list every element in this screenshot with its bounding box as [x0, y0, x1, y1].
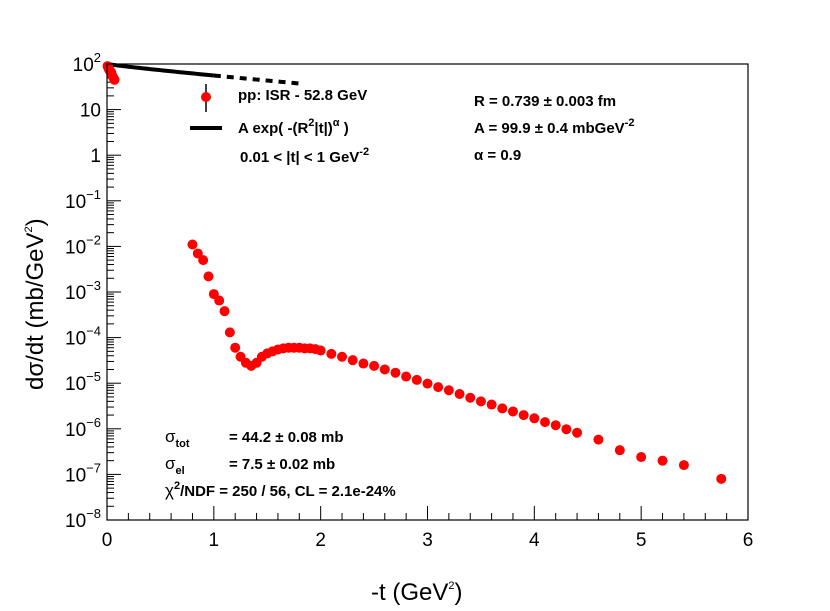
data-point [433, 382, 444, 393]
data-point [486, 399, 497, 410]
data-point [657, 455, 668, 466]
data-point [390, 367, 401, 378]
fit-parameters: R = 0.739 ± 0.003 fm A = 99.9 ± 0.4 mbGe… [474, 93, 634, 164]
data-point [475, 396, 486, 407]
data-point [497, 403, 508, 414]
cross-section-stats: σtot = 44.2 ± 0.08 mb σel = 7.5 ± 0.02 mb … [165, 427, 396, 500]
y-tick-label: 10−6 [65, 415, 101, 441]
y-tick-label: 1 [90, 146, 101, 167]
y-tick-label: 10−5 [65, 369, 101, 395]
data-point [358, 358, 369, 369]
data-point [369, 360, 380, 371]
data-point [593, 434, 604, 445]
data-point [379, 364, 390, 375]
x-tick-label: 0 [102, 530, 113, 551]
axis-tick-labels: 0 1 2 3 4 5 6 102 10 1 10−1 10−2 10−3 10−4 10−5 10−6 10−… [65, 50, 753, 551]
data-point [678, 460, 689, 471]
y-tick-label: 10−7 [65, 460, 101, 486]
data-points-layer [102, 61, 727, 484]
y-tick-label: 10−4 [65, 324, 101, 350]
y-tick-label: 10−8 [65, 506, 101, 532]
data-point [224, 327, 235, 338]
data-point [198, 255, 209, 266]
legend: pp: ISR - 52.8 GeV A exp( -(R2|t|)α ) 0.… [190, 84, 369, 166]
data-point [230, 342, 241, 353]
data-point [337, 351, 348, 362]
y-axis-title: dσ/dt (mb/GeV2) [22, 218, 49, 390]
data-point [109, 74, 120, 85]
stat-sigma-el: σel = 7.5 ± 0.02 mb [165, 454, 335, 477]
data-point [716, 473, 727, 484]
fit-curve-layer [106, 62, 300, 86]
legend-range-label: 0.01 < |t| < 1 GeV-2 [240, 146, 369, 166]
fit-curve-dashed [213, 73, 300, 86]
data-point [572, 427, 583, 438]
data-point [540, 417, 551, 428]
data-point [326, 348, 337, 359]
data-point [614, 445, 625, 456]
fit-param-r: R = 0.739 ± 0.003 fm [474, 93, 616, 110]
data-point [561, 424, 572, 435]
legend-fit-label: A exp( -(R2|t|)α ) [238, 117, 349, 137]
x-tick-label: 3 [422, 530, 433, 551]
fit-param-a: A = 99.9 ± 0.4 mbGeV-2 [474, 117, 634, 137]
y-tick-label: 10 [80, 101, 101, 122]
data-point [465, 392, 476, 403]
data-point [454, 388, 465, 399]
data-point [192, 248, 203, 259]
data-point [529, 413, 540, 424]
y-tick-label: 10−2 [65, 232, 101, 258]
data-point [550, 420, 561, 431]
fit-curve-solid [106, 62, 215, 78]
y-tick-label: 102 [73, 50, 101, 76]
x-tick-label: 6 [743, 530, 754, 551]
plot-frame [106, 63, 749, 521]
data-point [187, 239, 198, 250]
y-tick-label: 10−1 [65, 187, 101, 213]
x-tick-label: 5 [636, 530, 647, 551]
data-point [422, 378, 433, 389]
data-point [315, 345, 326, 356]
data-point [219, 306, 230, 317]
stat-chi2: χ2/NDF = 250 / 56, CL = 2.1e-24% [165, 480, 396, 500]
x-tick-label: 4 [529, 530, 540, 551]
data-point [214, 295, 225, 306]
legend-series-label: pp: ISR - 52.8 GeV [238, 87, 367, 104]
y-tick-label: 10−3 [65, 278, 101, 304]
data-point [401, 371, 412, 382]
stat-sigma-tot: σtot = 44.2 ± 0.08 mb [165, 427, 344, 450]
data-point [203, 271, 214, 282]
fit-param-alpha: α = 0.9 [474, 147, 521, 164]
data-point [507, 406, 518, 417]
x-axis-title: -t (GeV2) [371, 579, 462, 606]
data-point [518, 410, 529, 421]
data-point [411, 374, 422, 385]
legend-marker-icon [201, 92, 211, 102]
data-point [636, 452, 647, 463]
x-tick-label: 1 [209, 530, 220, 551]
x-tick-label: 2 [315, 530, 326, 551]
data-point [443, 385, 454, 396]
data-point [347, 355, 358, 366]
